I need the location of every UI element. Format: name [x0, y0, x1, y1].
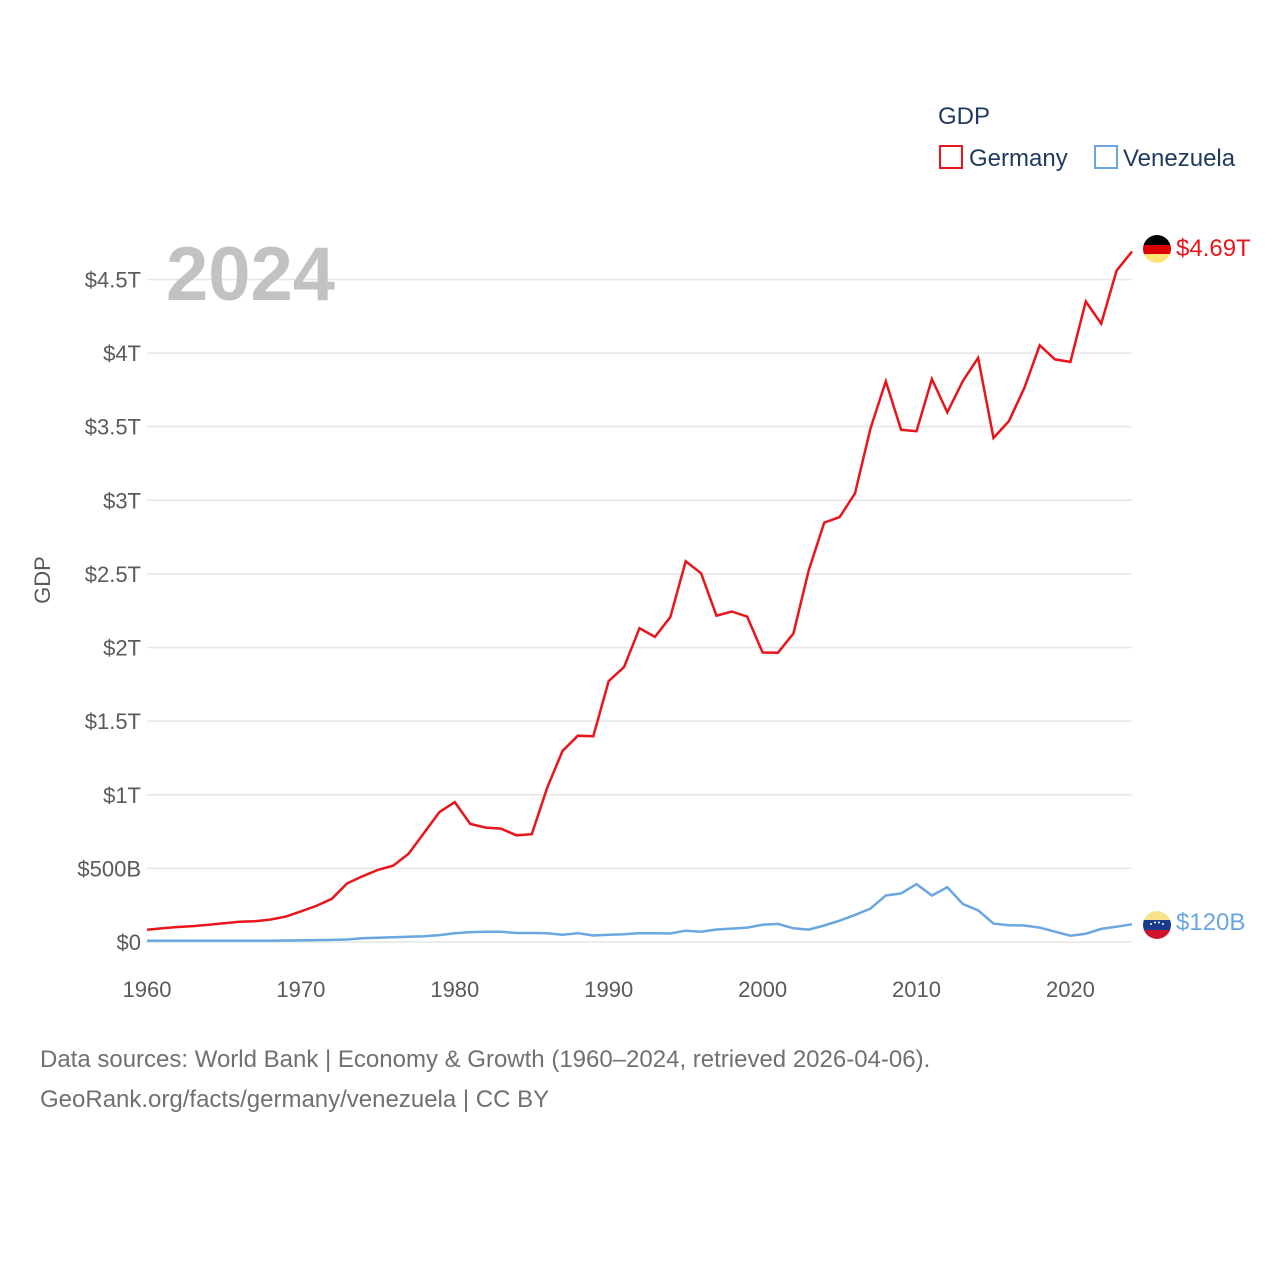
- y-axis-title: GDP: [30, 556, 55, 604]
- legend-swatch-venezuela: [1094, 145, 1118, 169]
- germany-flag-stripe-gold: [1143, 254, 1171, 263]
- venezuela-flag-star: [1162, 923, 1164, 925]
- y-tick-label: $2T: [103, 636, 141, 661]
- series-line-germany[interactable]: [146, 250, 1133, 932]
- legend-item-venezuela[interactable]: Venezuela: [1094, 145, 1236, 172]
- x-tick-label: 1960: [123, 977, 172, 1002]
- gridlines: [147, 278, 1132, 943]
- y-tick-label: $500B: [77, 856, 141, 881]
- y-tick-label: $3T: [103, 488, 141, 513]
- venezuela-flag-stripe-red: [1143, 930, 1171, 939]
- y-tick-label: $1T: [103, 783, 141, 808]
- germany-flag-stripe-red: [1143, 245, 1171, 254]
- venezuela-flag-star: [1150, 923, 1152, 925]
- x-tick-label: 2020: [1046, 977, 1095, 1002]
- y-tick-label: $3.5T: [85, 415, 141, 440]
- x-tick-label: 1980: [430, 977, 479, 1002]
- y-tick-label: $0: [117, 930, 141, 955]
- source-line: Data sources: World Bank | Economy & Gro…: [40, 1046, 931, 1073]
- venezuela-flag-stripe-yellow: [1143, 911, 1171, 921]
- legend-title: GDP: [938, 103, 990, 130]
- x-tick-label: 2010: [892, 977, 941, 1002]
- venezuela-flag-star: [1154, 921, 1156, 924]
- venezuela-end-label: $120B: [1176, 909, 1245, 936]
- germany-flag-stripe-black: [1143, 235, 1171, 245]
- x-tick-label: 1990: [584, 977, 633, 1002]
- germany-flag-icon: [1143, 235, 1171, 263]
- legend-label-venezuela: Venezuela: [1123, 145, 1236, 172]
- y-axis: $0 $500B $1T $1.5T $2T $2.5T $3T $3.5T $4T $4.5T: [77, 267, 141, 955]
- series-line-venezuela[interactable]: [147, 882, 1133, 943]
- legend-swatch-germany: [939, 145, 963, 169]
- series-group: [146, 250, 1133, 943]
- legend: GDP Germany Venezuela: [938, 103, 1236, 172]
- y-tick-label: $4.5T: [85, 267, 141, 292]
- x-tick-label: 1970: [276, 977, 325, 1002]
- venezuela-flag-stripe-blue: [1143, 920, 1171, 930]
- year-watermark: 2024: [166, 232, 335, 317]
- y-tick-label: $4T: [103, 341, 141, 366]
- germany-end-label: $4.69T: [1176, 235, 1251, 262]
- venezuela-flag-star: [1158, 921, 1160, 924]
- attribution-link[interactable]: GeoRank.org/facts/germany/venezuela | CC…: [40, 1086, 550, 1113]
- y-tick-label: $2.5T: [85, 562, 141, 587]
- y-tick-label: $1.5T: [85, 709, 141, 734]
- venezuela-flag-icon: [1143, 911, 1171, 939]
- x-tick-label: 2000: [738, 977, 787, 1002]
- legend-item-germany[interactable]: Germany: [939, 145, 1068, 172]
- x-axis: 1960 1970 1980 1990 2000 2010 2020: [123, 977, 1095, 1002]
- data-source-note: Data sources: World Bank | Economy & Gro…: [40, 1040, 1240, 1120]
- legend-label-germany: Germany: [969, 145, 1068, 172]
